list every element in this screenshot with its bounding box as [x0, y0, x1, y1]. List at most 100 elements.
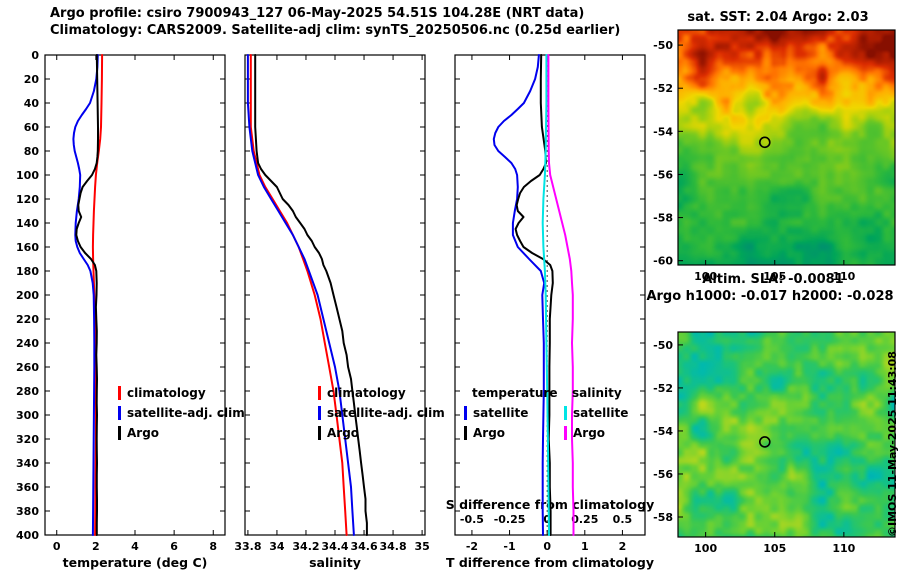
series-temp-satellite — [492, 54, 546, 536]
legend-label: Argo — [473, 426, 505, 440]
x-tick-label: 0 — [543, 540, 551, 553]
x-tick-label: 0 — [53, 540, 61, 553]
s-axis-tick-label: -0.5 — [460, 513, 484, 526]
s-axis-tick-label: 0 — [543, 513, 551, 526]
y-tick-label: 220 — [16, 313, 39, 326]
x-tick-label: -2 — [466, 540, 478, 553]
sla-map-title-line1: Altim. SLA: -0.0081 — [702, 272, 844, 287]
sla-map-image — [678, 332, 895, 537]
y-tick-label: -56 — [653, 168, 673, 181]
argo-position-marker — [758, 436, 771, 448]
series-temp-argo — [514, 54, 554, 536]
legend-label: satellite-adj. clim — [127, 406, 245, 420]
x-tick-label: 34.4 — [321, 540, 348, 553]
legend-marker — [564, 406, 567, 420]
y-tick-label: 0 — [31, 49, 39, 62]
x-tick-label: 110 — [832, 270, 855, 283]
y-tick-label: 400 — [16, 529, 39, 542]
legend-label: Argo — [127, 426, 159, 440]
page-title: Argo profile: csiro 7900943_127 06-May-2… — [50, 6, 585, 21]
x-tick-label: 4 — [131, 540, 139, 553]
y-tick-label: 200 — [16, 289, 39, 302]
y-tick-label: -52 — [653, 82, 673, 95]
x-tick-label: 33.8 — [234, 540, 261, 553]
legend-label: climatology — [127, 386, 206, 400]
map-box — [677, 331, 896, 538]
y-tick-label: 340 — [16, 457, 39, 470]
y-tick-label: 160 — [16, 241, 39, 254]
page-subtitle: Climatology: CARS2009. Satellite-adj cli… — [50, 23, 621, 38]
x-tick-label: 2 — [619, 540, 627, 553]
map-box — [677, 29, 896, 266]
y-tick-label: -54 — [653, 125, 673, 138]
legend-label: satellite — [573, 406, 628, 420]
x-axis-label: T difference from climatology — [446, 555, 654, 570]
sla-map-title-line2: Argo h1000: -0.017 h2000: -0.028 — [646, 289, 894, 304]
legend-marker — [464, 406, 467, 420]
y-tick-label: -50 — [653, 39, 673, 52]
legend-marker — [318, 406, 321, 420]
y-tick-label: 140 — [16, 217, 39, 230]
legend-marker — [118, 406, 121, 420]
legend-marker — [118, 386, 121, 400]
x-tick-label: 105 — [763, 542, 786, 555]
y-tick-label: -52 — [653, 382, 673, 395]
y-tick-label: 240 — [16, 337, 39, 350]
x-tick-label: 8 — [209, 540, 217, 553]
x-tick-label: 34.2 — [292, 540, 319, 553]
y-tick-label: 320 — [16, 433, 39, 446]
y-tick-label: 180 — [16, 265, 39, 278]
x-tick-label: 34.8 — [379, 540, 406, 553]
x-tick-label: 35 — [414, 540, 429, 553]
x-tick-label: 110 — [832, 542, 855, 555]
legend-label: satellite — [473, 406, 528, 420]
series-satellite-adj-clim — [72, 54, 99, 536]
y-tick-label: 360 — [16, 481, 39, 494]
legend-marker — [318, 426, 321, 440]
x-tick-label: 2 — [92, 540, 100, 553]
sst-map-title: sat. SST: 2.04 Argo: 2.03 — [687, 10, 869, 25]
y-tick-label: 380 — [16, 505, 39, 518]
legend-marker — [464, 426, 467, 440]
x-tick-label: 34 — [269, 540, 285, 553]
s-axis-tick-label: -0.25 — [494, 513, 526, 526]
legend-label: Argo — [573, 426, 605, 440]
y-tick-label: -56 — [653, 468, 673, 481]
legend-marker — [564, 426, 567, 440]
y-tick-label: -58 — [653, 511, 673, 524]
series-climatology — [249, 54, 348, 536]
y-tick-label: 120 — [16, 193, 39, 206]
x-tick-label: 100 — [694, 270, 717, 283]
x-tick-label: 1 — [581, 540, 589, 553]
legend-marker — [118, 426, 121, 440]
x-tick-label: 34.6 — [350, 540, 377, 553]
x-axis-label: temperature (deg C) — [63, 555, 208, 570]
y-tick-label: 20 — [24, 73, 40, 86]
legend-group-title: temperature — [472, 386, 557, 400]
y-tick-label: 260 — [16, 361, 39, 374]
temperature-panel: 0204060801001201401601802002202402602803… — [16, 49, 245, 570]
sla_map-axes: 100 105 110 -50 -52 -54 -56 -58 — [653, 331, 896, 555]
x-tick-label: 105 — [763, 270, 786, 283]
salinity-panel: 33.8 34 34.2 34.4 34.6 34.8 35 salinity climatol… — [234, 54, 445, 570]
legend-label: Argo — [327, 426, 359, 440]
y-tick-label: -60 — [653, 255, 673, 268]
x-tick-label: -1 — [503, 540, 515, 553]
series-sal-argo — [547, 54, 575, 536]
series-argo — [254, 54, 368, 536]
sst-map-image — [678, 30, 895, 265]
x-tick-label: 100 — [694, 542, 717, 555]
y-tick-label: 100 — [16, 169, 39, 182]
y-tick-label: 40 — [24, 97, 40, 110]
panel-box — [44, 54, 226, 536]
s-axis-tick-label: 0.25 — [571, 513, 598, 526]
series-argo — [75, 54, 99, 536]
argo-position-marker — [758, 136, 771, 149]
y-tick-label: 300 — [16, 409, 39, 422]
series-sal-satellite — [541, 54, 550, 536]
series-satellite-adj-clim — [246, 54, 355, 536]
x-tick-label: 6 — [170, 540, 178, 553]
